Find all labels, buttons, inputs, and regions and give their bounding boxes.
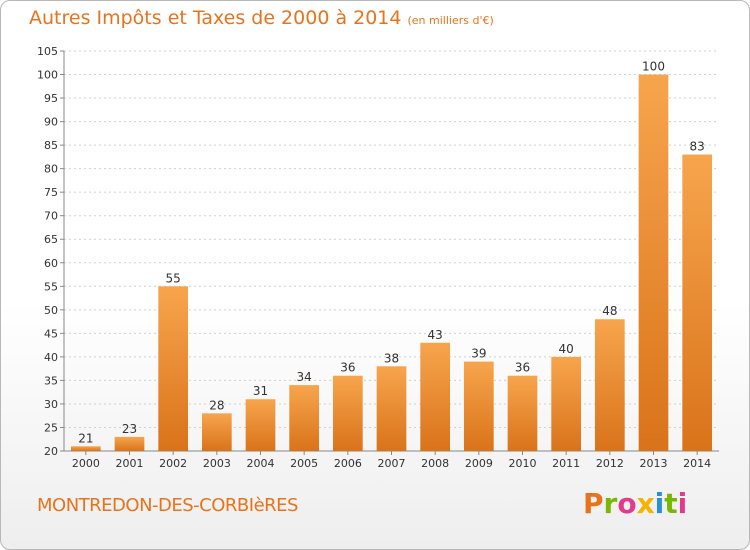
x-tick-label: 2004: [247, 457, 275, 470]
x-tick-label: 2000: [72, 457, 100, 470]
bar-2007: [376, 366, 407, 451]
chart-title-text: Autres Impôts et Taxes de 2000 à 2014: [29, 7, 402, 29]
y-tick-label: 100: [37, 69, 58, 82]
x-tick-label: 2011: [552, 457, 580, 470]
y-tick-label: 95: [44, 92, 58, 105]
bar-2009: [463, 361, 494, 451]
brand-letter: x: [636, 487, 655, 520]
data-label: 31: [253, 384, 268, 398]
x-tick-label: 2006: [334, 457, 362, 470]
labels: 20 25 30 35 40 45 50 55 60 65 70 75 80 85 90 95 100 105 21…: [37, 45, 711, 470]
bar-2008: [420, 342, 451, 451]
x-tick-label: 2010: [509, 457, 537, 470]
bars: [70, 74, 713, 451]
y-tick-label: 85: [44, 139, 58, 152]
y-tick-label: 25: [44, 421, 58, 434]
y-tick-label: 55: [44, 280, 58, 293]
bar-2002: [158, 286, 189, 451]
y-tick-label: 90: [44, 116, 58, 129]
data-label: 34: [297, 370, 312, 384]
brand-letter: t: [664, 487, 678, 520]
x-tick-label: 2001: [116, 457, 144, 470]
brand-letter: r: [603, 487, 618, 520]
bar-2013: [638, 74, 669, 451]
data-label: 23: [122, 422, 137, 436]
x-tick-label: 2013: [640, 457, 668, 470]
proxiti-logo[interactable]: Proxiti: [583, 487, 687, 520]
x-tick-label: 2008: [421, 457, 449, 470]
chart-title: Autres Impôts et Taxes de 2000 à 2014 (en…: [29, 7, 494, 29]
x-tick-label: 2002: [159, 457, 187, 470]
data-label: 21: [78, 431, 93, 445]
bar-2004: [245, 399, 276, 451]
bar-2014: [682, 154, 713, 451]
data-label: 43: [428, 328, 443, 342]
x-tick-label: 2003: [203, 457, 231, 470]
data-label: 55: [166, 271, 181, 285]
data-label: 28: [209, 398, 224, 412]
y-tick-label: 105: [37, 45, 58, 58]
data-label: 48: [602, 304, 617, 318]
y-tick-label: 35: [44, 374, 58, 387]
data-label: 100: [642, 60, 665, 74]
bar-2011: [551, 356, 582, 451]
data-label: 36: [515, 361, 530, 375]
y-tick-label: 30: [44, 398, 58, 411]
x-tick-label: 2009: [465, 457, 493, 470]
data-label: 36: [340, 361, 355, 375]
y-tick-label: 20: [44, 445, 58, 458]
y-tick-label: 75: [44, 186, 58, 199]
town-name: MONTREDON-DES-CORBIèRES: [37, 495, 298, 516]
brand-letter: o: [617, 487, 637, 520]
bar-2000: [70, 446, 101, 451]
brand-letter: i: [654, 487, 665, 520]
data-label: 40: [559, 342, 574, 356]
brand-letter: i: [677, 487, 688, 520]
y-tick-label: 80: [44, 163, 58, 176]
bar-2001: [114, 436, 145, 451]
y-tick-label: 40: [44, 351, 58, 364]
y-tick-label: 60: [44, 257, 58, 270]
chart-subtitle: (en milliers d'€): [407, 14, 494, 27]
bar-2003: [201, 413, 232, 451]
data-label: 39: [471, 347, 486, 361]
brand-letter: P: [583, 487, 604, 520]
bar-2010: [507, 375, 538, 451]
bar-2006: [332, 375, 363, 451]
y-tick-label: 65: [44, 233, 58, 246]
data-label: 38: [384, 351, 399, 365]
y-tick-label: 45: [44, 327, 58, 340]
x-tick-label: 2005: [290, 457, 318, 470]
y-tick-label: 70: [44, 210, 58, 223]
bar-2012: [594, 319, 625, 451]
y-tick-label: 50: [44, 304, 58, 317]
data-label: 83: [690, 140, 705, 154]
x-tick-label: 2007: [378, 457, 406, 470]
x-tick-label: 2012: [596, 457, 624, 470]
bar-2005: [289, 385, 320, 451]
x-tick-label: 2014: [683, 457, 711, 470]
